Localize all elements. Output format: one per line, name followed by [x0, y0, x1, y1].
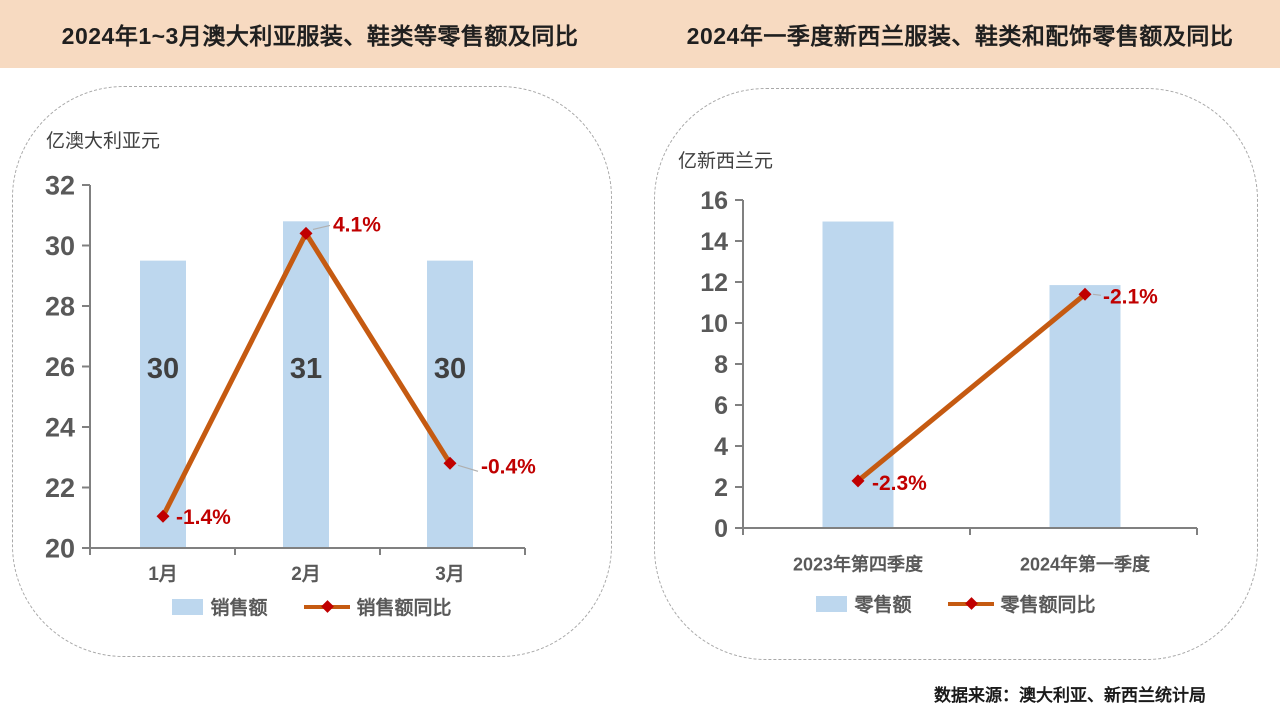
line-series-swatch-icon	[947, 596, 994, 610]
left-chart-title: 2024年1~3月澳大利亚服装、鞋类等零售额及同比	[61, 23, 579, 49]
x-axis-category-label: 2月	[291, 564, 321, 585]
line-marker-diamond-icon	[851, 474, 865, 488]
right-chart-legend: 零售额 零售额同比	[654, 590, 1258, 617]
y-axis-tick-label: 12	[700, 269, 728, 297]
y-axis-tick-label: 8	[714, 351, 728, 379]
legend-label-retail: 零售额	[854, 595, 912, 616]
data-label-leader-line	[1092, 293, 1102, 296]
yoy-data-label: 4.1%	[333, 213, 381, 236]
bar-value-label: 30	[434, 353, 466, 385]
header-right-half: 2024年一季度新西兰服装、鞋类和配饰零售额及同比	[640, 17, 1280, 51]
legend-item-retail-yoy: 零售额同比	[947, 590, 1096, 617]
diamond-marker-icon	[320, 599, 334, 613]
data-label-leader-line	[312, 224, 331, 230]
data-label-leader-line	[457, 464, 479, 472]
bar-value-label: 31	[290, 353, 322, 385]
legend-label-sales: 销售额	[210, 598, 268, 619]
yoy-line	[855, 291, 1088, 484]
bar-series-swatch-icon	[172, 598, 204, 615]
left-chart-panel	[12, 86, 612, 657]
y-axis-tick-label: 20	[45, 534, 75, 564]
left-chart-legend: 销售额 销售额同比	[12, 593, 612, 620]
legend-label-retail-yoy: 零售额同比	[1000, 595, 1096, 616]
y-axis-tick-label: 2	[714, 474, 728, 502]
bar-value-label: 30	[147, 353, 179, 385]
right-chart-panel	[654, 88, 1258, 660]
y-axis-tick-label: 26	[45, 352, 75, 382]
x-axis-category-label: 2023年第四季度	[793, 553, 924, 574]
diamond-marker-icon	[964, 596, 978, 610]
yoy-data-label: -0.4%	[481, 455, 536, 478]
x-axis-category-label: 2024年第一季度	[1020, 553, 1151, 574]
y-axis-tick-label: 6	[714, 392, 728, 420]
line-marker-diamond-icon	[299, 226, 313, 240]
legend-item-sales: 销售额	[172, 593, 268, 620]
y-axis-tick-label: 28	[45, 292, 75, 322]
y-axis-tick-label: 24	[45, 413, 75, 443]
data-source-note: 数据来源：澳大利亚、新西兰统计局	[934, 686, 1206, 705]
x-axis-category-label: 1月	[148, 564, 178, 585]
bar-series-swatch-icon	[816, 595, 848, 612]
left-axis-unit-label: 亿澳大利亚元	[46, 131, 161, 152]
right-axis-unit-label: 亿新西兰元	[678, 151, 774, 172]
yoy-data-label: -2.3%	[872, 472, 927, 495]
y-axis-tick-label: 10	[700, 310, 728, 338]
legend-label-sales-yoy: 销售额同比	[356, 598, 452, 619]
line-marker-diamond-icon	[443, 456, 457, 470]
line-marker-diamond-icon	[156, 509, 170, 523]
line-series-swatch-icon	[303, 599, 350, 613]
legend-item-sales-yoy: 销售额同比	[303, 593, 452, 620]
header-band: 2024年1~3月澳大利亚服装、鞋类等零售额及同比 2024年一季度新西兰服装、…	[0, 0, 1280, 68]
bar	[283, 221, 329, 549]
header-left-half: 2024年1~3月澳大利亚服装、鞋类等零售额及同比	[0, 17, 640, 51]
y-axis-tick-label: 16	[700, 187, 728, 215]
legend-item-retail: 零售额	[816, 590, 912, 617]
y-axis-tick-label: 32	[45, 171, 75, 201]
y-axis-tick-label: 14	[700, 228, 728, 256]
bar	[140, 260, 186, 548]
right-chart-title: 2024年一季度新西兰服装、鞋类和配饰零售额及同比	[686, 23, 1234, 49]
y-axis-tick-label: 30	[45, 231, 75, 261]
y-axis-tick-label: 4	[714, 433, 728, 461]
x-axis-category-label: 3月	[435, 564, 465, 585]
yoy-data-label: -2.1%	[1103, 285, 1158, 308]
y-axis-tick-label: 22	[45, 473, 75, 503]
yoy-data-label: -1.4%	[176, 506, 231, 529]
axis-lines	[742, 200, 1197, 529]
line-marker-diamond-icon	[1078, 287, 1092, 301]
bar	[427, 260, 473, 548]
y-axis-tick-label: 0	[714, 515, 728, 543]
bar	[1049, 285, 1121, 528]
